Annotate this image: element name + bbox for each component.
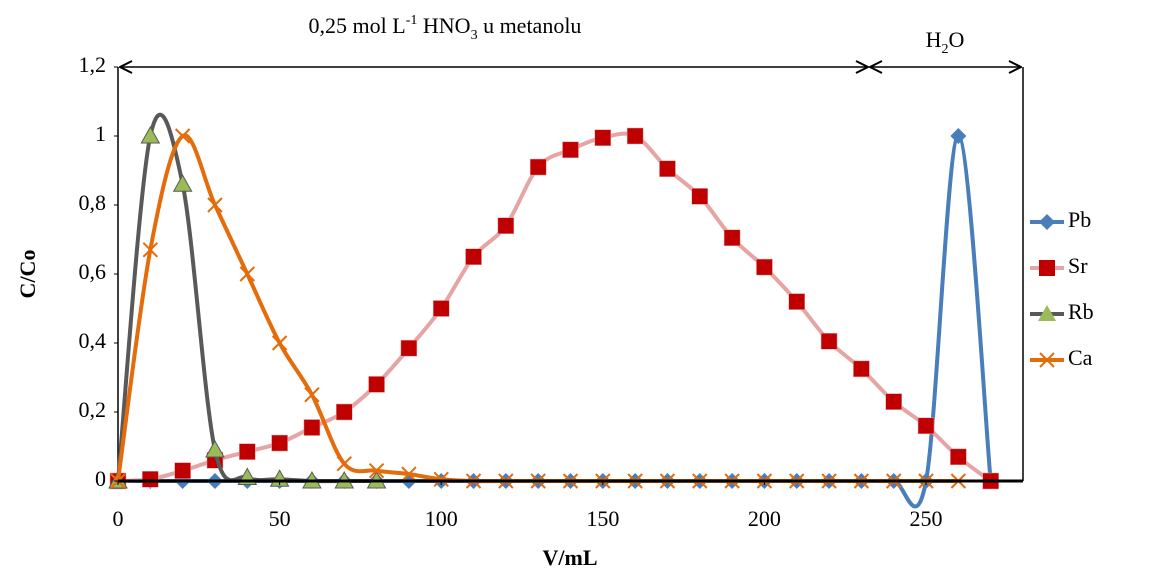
marker [400, 339, 418, 357]
series [109, 127, 999, 490]
legend-label: Ca [1068, 345, 1093, 370]
series [110, 128, 967, 489]
marker [788, 293, 805, 310]
marker [497, 217, 515, 234]
x-tick-label: 100 [425, 506, 458, 531]
marker [368, 376, 385, 393]
marker [304, 387, 320, 403]
y-tick-label: 0,6 [79, 259, 107, 284]
y-tick-label: 1 [95, 121, 106, 146]
marker [820, 333, 838, 350]
annotation: 0,25 mol L-1 HNO3 u metanolu [309, 13, 582, 43]
marker [140, 125, 161, 144]
marker [142, 242, 159, 258]
x-axis-label: V/mL [543, 545, 598, 570]
annotation-part: HNO [417, 13, 470, 38]
annotation-part: H [926, 27, 942, 52]
marker [205, 439, 225, 458]
marker [756, 258, 773, 276]
marker [691, 188, 709, 205]
legend-marker [1038, 305, 1056, 321]
annotation: H2O [926, 27, 965, 57]
y-tick-label: 0,2 [79, 397, 107, 422]
marker [626, 127, 644, 145]
legend-marker [1039, 352, 1055, 368]
marker [207, 197, 223, 213]
marker [271, 335, 288, 351]
marker [885, 393, 902, 410]
marker [142, 471, 159, 488]
series-line [117, 131, 992, 483]
plot [108, 112, 999, 509]
marker [562, 141, 579, 159]
marker [271, 434, 288, 452]
y-tick-label: 0 [95, 466, 106, 491]
x-tick-label: 200 [748, 506, 781, 531]
marker [239, 443, 256, 460]
marker [950, 448, 967, 466]
y-tick-label: 0,4 [79, 328, 107, 353]
marker [174, 128, 191, 144]
annotation-part: -1 [406, 13, 418, 28]
annotation-part: 2 [942, 42, 949, 57]
x-tick-label: 150 [586, 506, 619, 531]
annotation-part: 3 [471, 28, 478, 43]
marker [336, 456, 352, 472]
y-axis-label: C/Co [15, 250, 40, 299]
x-tick-label: 0 [113, 506, 124, 531]
marker [174, 462, 191, 479]
marker [950, 128, 967, 144]
marker [853, 360, 870, 378]
marker [433, 471, 449, 487]
series-line [116, 112, 377, 484]
annotation-part: 0,25 mol L [309, 13, 406, 38]
marker [401, 466, 417, 482]
legend-label: Pb [1068, 207, 1091, 232]
x-tick-label: 50 [269, 506, 291, 531]
marker [303, 419, 321, 436]
marker [723, 229, 741, 247]
marker [529, 158, 547, 176]
series [108, 112, 387, 489]
marker [432, 300, 450, 317]
series-line [116, 133, 959, 484]
marker [465, 248, 482, 265]
legend-label: Sr [1068, 253, 1088, 278]
marker [659, 160, 676, 178]
legend-label: Rb [1068, 299, 1094, 324]
frame [117, 67, 1024, 481]
marker [917, 417, 935, 435]
y-tick-label: 0,8 [79, 190, 107, 215]
x-tick-label: 250 [910, 506, 943, 531]
marker [172, 174, 193, 192]
marker [239, 266, 255, 282]
annotation-part: O [949, 27, 965, 52]
legend-marker [1039, 260, 1055, 276]
annotation-part: u metanolu [478, 13, 582, 38]
legend-marker [1039, 214, 1055, 230]
marker [368, 462, 385, 479]
marker [594, 129, 612, 146]
marker [336, 403, 353, 421]
y-tick-label: 1,2 [79, 52, 107, 77]
